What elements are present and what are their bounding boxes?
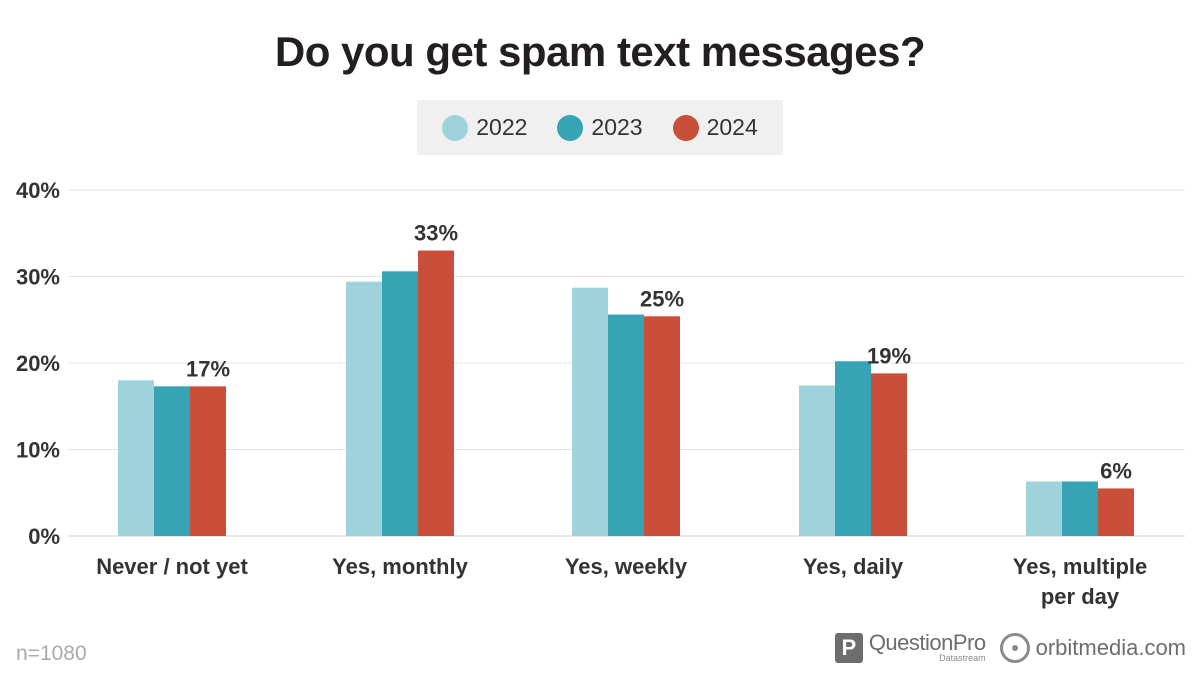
bar-2022 — [799, 385, 835, 536]
legend-swatch-2023 — [557, 114, 584, 141]
questionpro-logo: P QuestionPro Datastream — [834, 630, 986, 663]
orbitmedia-name: orbitmedia.com — [1035, 634, 1186, 660]
y-tick-label: 40% — [16, 178, 60, 203]
x-tick-label: Yes, multiple per day — [1013, 554, 1148, 609]
orbit-icon — [999, 632, 1030, 663]
x-tick-label-line: Never / not yet — [96, 554, 248, 579]
bar-2023 — [382, 271, 418, 536]
chart-title: Do you get spam text messages? — [274, 28, 926, 75]
sample-size-note: n=1080 — [16, 642, 87, 665]
bar-2022 — [1026, 481, 1062, 536]
legend-swatch-2022 — [442, 114, 469, 141]
legend-item-2022: 2022 — [442, 114, 527, 141]
data-label: 33% — [414, 221, 458, 246]
x-tick-label-line: Yes, weekly — [565, 554, 688, 579]
x-tick-label: Never / not yet — [96, 554, 248, 579]
x-tick-label: Yes, daily — [803, 554, 904, 579]
x-tick-label-line: Yes, monthly — [332, 554, 468, 579]
y-tick-label: 30% — [16, 265, 60, 290]
y-tick-label: 0% — [28, 524, 60, 549]
x-tick-label-line: Yes, daily — [803, 554, 904, 579]
data-label: 25% — [640, 286, 684, 311]
bar-2023 — [608, 314, 644, 536]
chart-legend: 2022 2023 2024 — [417, 100, 783, 155]
bar-2024 — [1098, 488, 1134, 536]
bar-2022 — [346, 281, 382, 536]
legend-item-2024: 2024 — [672, 114, 758, 141]
data-label: 17% — [186, 356, 230, 381]
bar-chart: 0% 10% 20% 30% 40% 17% Never / not yet 33% Yes, … — [16, 178, 1185, 609]
bar-2024 — [190, 386, 226, 536]
legend-swatch-2024 — [672, 114, 699, 141]
bar-2023 — [154, 386, 190, 536]
x-tick-label: Yes, weekly — [565, 554, 688, 579]
bar-2024 — [418, 250, 454, 537]
legend-label-2023: 2023 — [591, 114, 643, 140]
footer-logos: P QuestionPro Datastream orbitmedia.com — [834, 630, 1186, 663]
questionpro-sub: Datastream — [939, 653, 986, 663]
bar-2023 — [835, 361, 871, 536]
questionpro-name: QuestionPro — [868, 630, 986, 655]
data-label: 6% — [1100, 458, 1132, 483]
x-tick-label-line: Yes, multiple — [1013, 554, 1148, 579]
questionpro-icon: P — [834, 632, 863, 663]
bar-2022 — [572, 287, 608, 536]
bar-2024 — [644, 316, 680, 536]
data-label: 19% — [867, 343, 911, 368]
bar-2022 — [118, 380, 154, 536]
bar-2024 — [871, 373, 907, 536]
orbitmedia-logo: orbitmedia.com — [999, 632, 1186, 663]
legend-item-2023: 2023 — [557, 114, 643, 141]
legend-label-2022: 2022 — [476, 114, 528, 140]
bar-2023 — [1062, 481, 1098, 536]
legend-label-2024: 2024 — [706, 114, 758, 140]
y-tick-label: 10% — [16, 438, 60, 463]
x-tick-label: Yes, monthly — [332, 554, 468, 579]
x-tick-label-line: per day — [1041, 584, 1120, 609]
y-tick-label: 20% — [16, 351, 60, 376]
